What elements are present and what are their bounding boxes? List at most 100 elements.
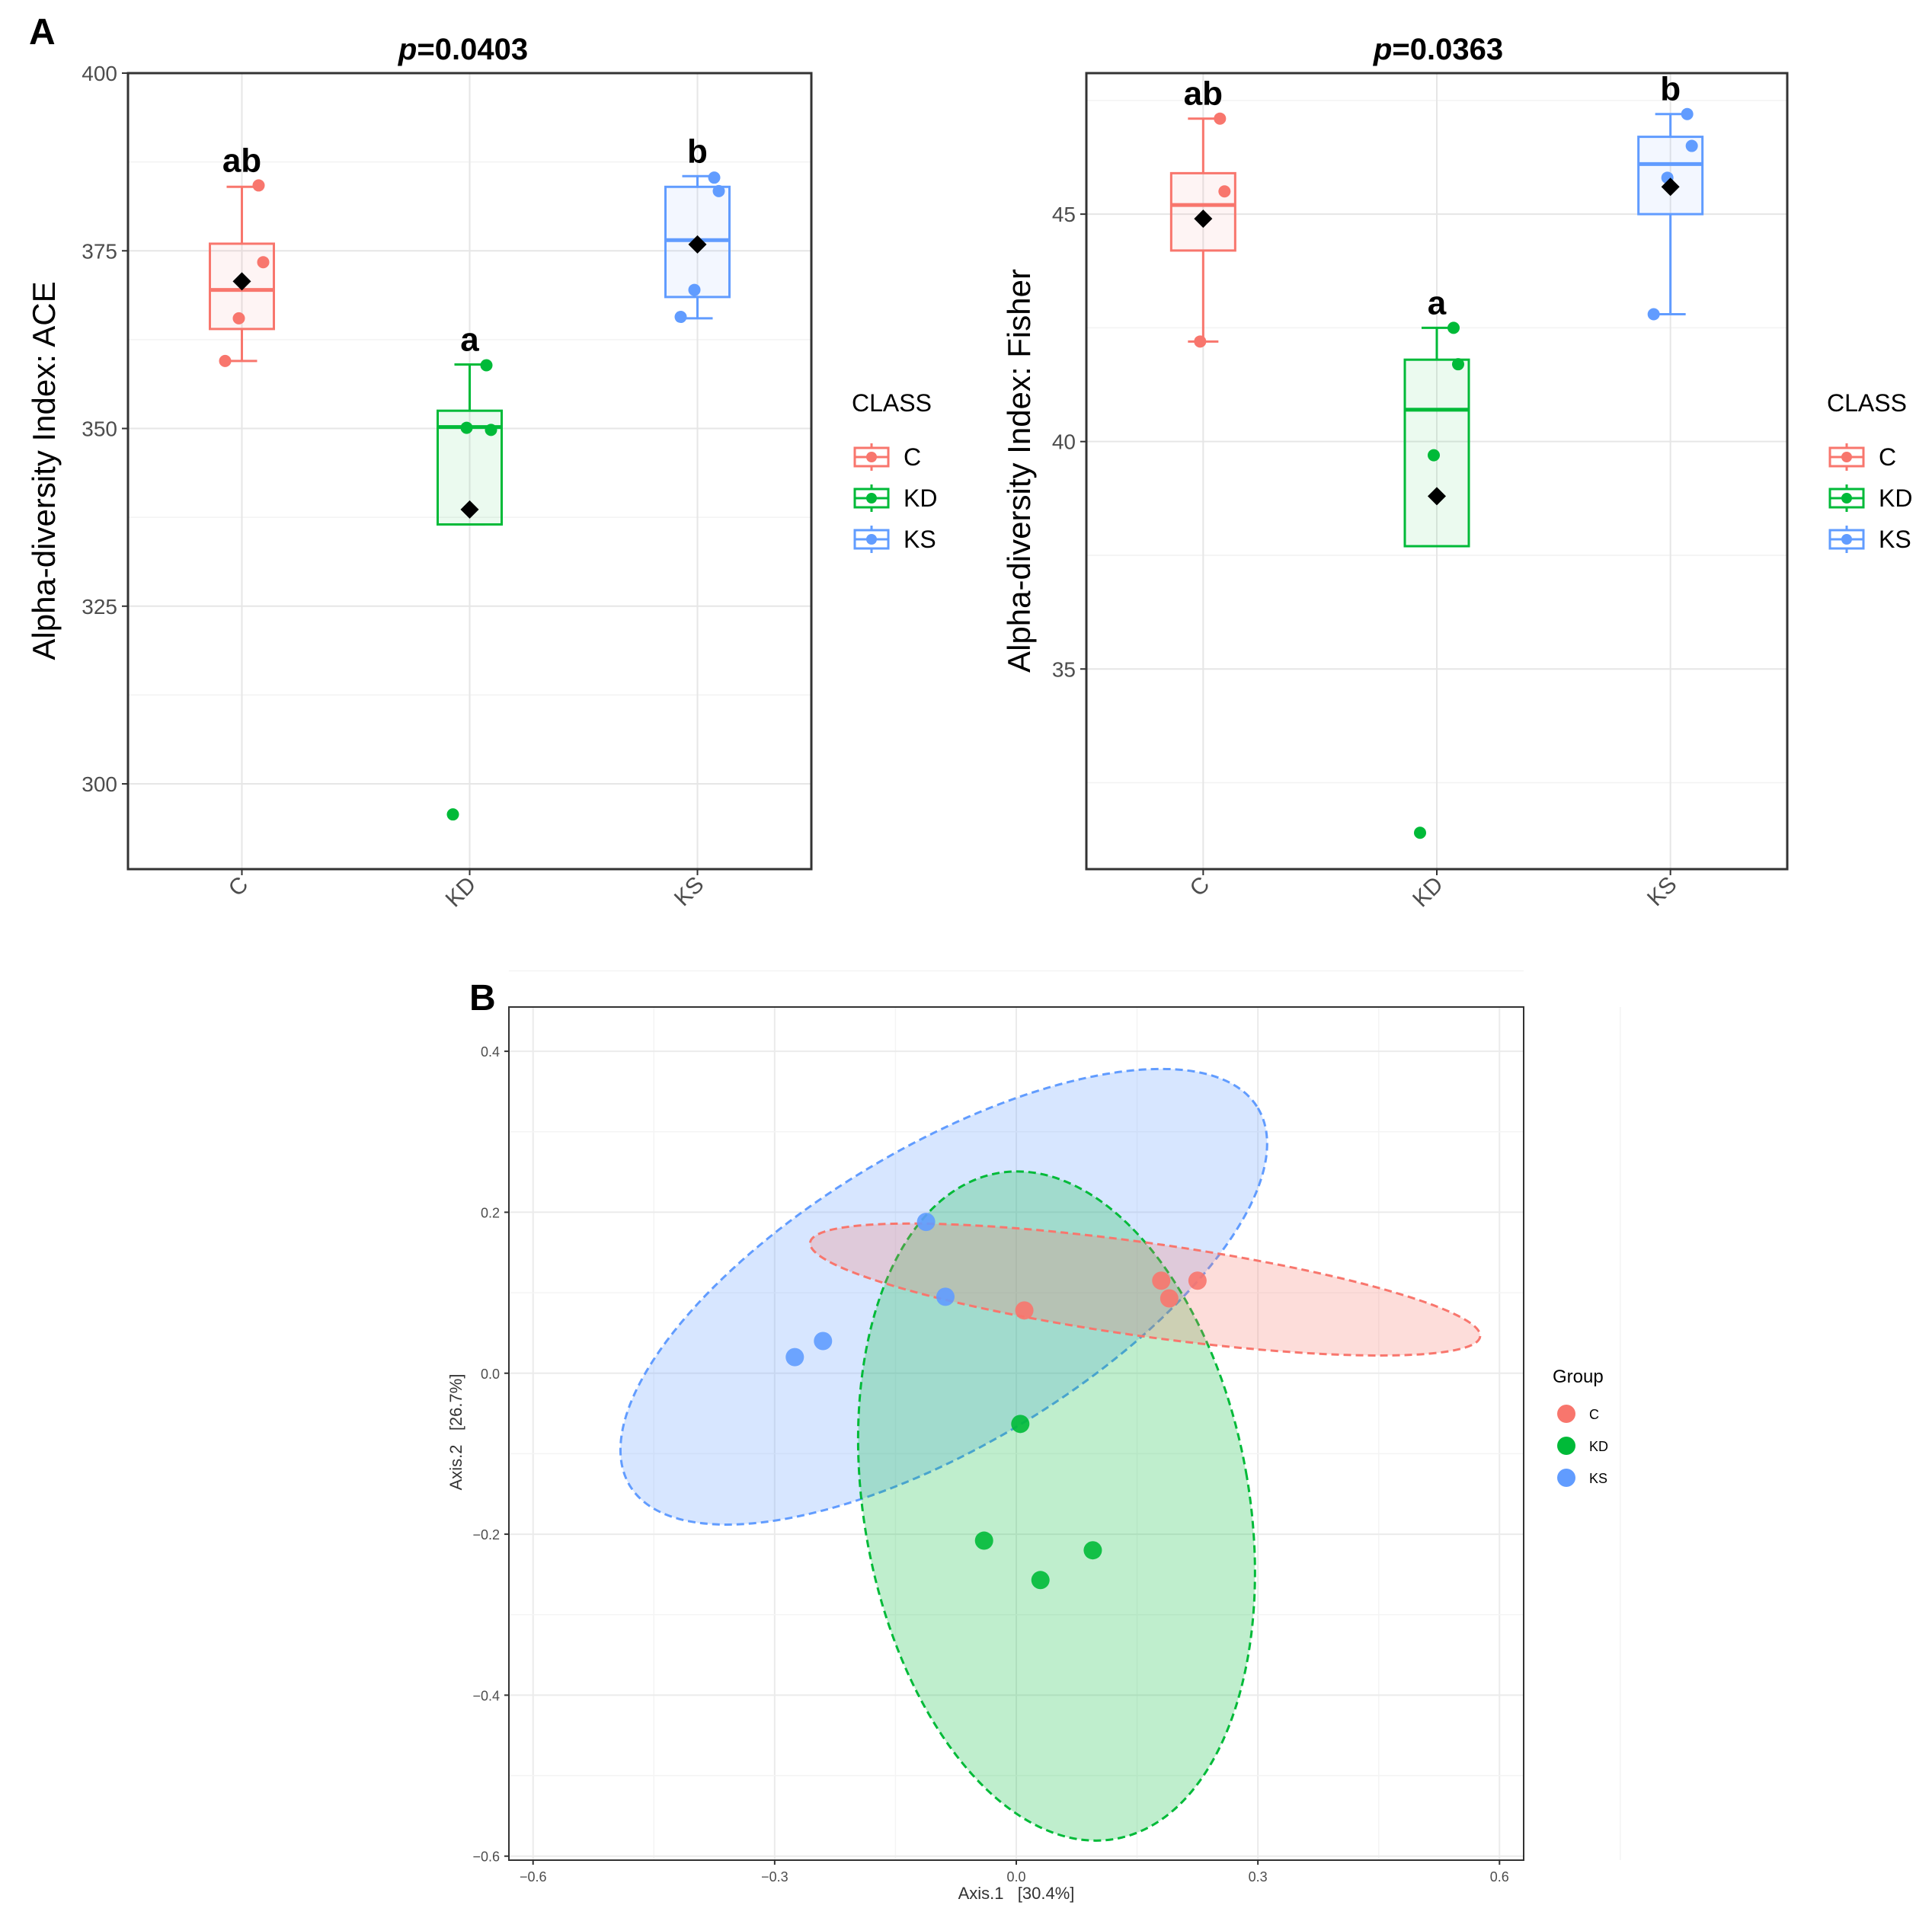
x-tick-label: 0.0 [1006, 1869, 1025, 1885]
data-point [252, 179, 265, 192]
box-group-ks: b [664, 133, 731, 324]
legend-title: Group [1553, 1367, 1604, 1387]
x-tick-label: −0.6 [520, 1869, 547, 1885]
ace-title: p=0.0403 [398, 33, 528, 66]
box-group-c: ab [209, 142, 275, 367]
y-tick-label: 40 [1052, 430, 1076, 454]
mean-marker [460, 500, 479, 519]
significance-letter-kd: a [460, 321, 479, 359]
legend-item-kd: KD [853, 484, 937, 512]
pcoa-y-ticks: −0.6 −0.4 −0.2 0.0 0.2 0.4 [472, 1044, 509, 1865]
box-group-ks: b [1637, 71, 1704, 321]
fisher-title: p=0.0363 [1373, 33, 1503, 66]
legend-key-point [866, 534, 877, 545]
legend-label: KS [1879, 526, 1911, 553]
y-tick-label: 375 [82, 239, 117, 263]
data-point-kd [974, 1531, 993, 1550]
legend-item-c: C [853, 443, 921, 471]
significance-letter-ks: b [1660, 71, 1681, 108]
pcoa-gridlines [509, 970, 1621, 1860]
data-point [1218, 185, 1231, 198]
data-point [1685, 139, 1698, 152]
data-point [1214, 112, 1227, 125]
legend-item-ks: KS [1828, 526, 1911, 553]
pcoa-x-axis-label: Axis.1 [30.4%] [958, 1884, 1075, 1903]
fisher-y-axis-label: Alpha-diversity Index: Fisher [1001, 269, 1037, 673]
data-point [219, 354, 232, 367]
y-tick-label: 0.4 [481, 1044, 500, 1060]
data-point [257, 256, 270, 269]
ace-chart: p=0.0403 Alpha-diversity Index: ACE 3003… [26, 33, 937, 912]
data-point-ks [936, 1287, 955, 1306]
legend-key-point [1557, 1469, 1575, 1487]
significance-letter-c: ab [222, 142, 261, 179]
mean-marker [1661, 177, 1680, 197]
legend-key-point [1557, 1437, 1575, 1455]
legend-title: CLASS [852, 389, 932, 417]
data-point [712, 184, 725, 197]
legend-label: C [1879, 443, 1896, 471]
y-tick-label: −0.4 [472, 1688, 500, 1703]
legend-title: CLASS [1827, 389, 1907, 417]
box-group-c: ab [1169, 75, 1236, 348]
x-tick-label: 0.3 [1249, 1869, 1268, 1885]
pcoa-legend: Group C KD KS [1553, 1367, 1608, 1487]
data-point-kd [1011, 1415, 1030, 1434]
box-group-kd: a [437, 321, 503, 821]
pcoa-points [785, 1213, 1207, 1590]
data-point [1452, 358, 1464, 371]
panel-label-b: B [469, 978, 496, 1018]
y-tick-label: 350 [82, 417, 117, 441]
data-point-kd [1031, 1571, 1050, 1590]
data-point [1194, 335, 1207, 348]
legend-item-c: C [1557, 1405, 1599, 1423]
data-point [674, 311, 687, 324]
legend-label: KD [904, 484, 937, 512]
pcoa-x-ticks: −0.6 −0.3 0.0 0.3 0.6 [520, 1860, 1509, 1885]
data-point-c [1188, 1271, 1207, 1290]
legend-label: C [1589, 1407, 1599, 1422]
data-point-c [1160, 1289, 1179, 1308]
data-point [480, 359, 493, 372]
pcoa-y-axis-label: Axis.2 [26.7%] [446, 1374, 465, 1491]
data-point [232, 312, 245, 324]
y-tick-label: 35 [1052, 657, 1076, 681]
panel-label-a: A [29, 12, 56, 53]
data-point [708, 171, 721, 184]
legend-key-point [1841, 493, 1852, 504]
fisher-chart: p=0.0363 Alpha-diversity Index: Fisher 3… [1001, 33, 1912, 912]
box-group-kd: a [1403, 284, 1470, 839]
mean-marker [1428, 487, 1446, 506]
significance-letter-ks: b [687, 133, 708, 170]
mean-marker [688, 235, 707, 254]
data-point [1647, 308, 1660, 321]
ace-y-ticks: 300 325 350 375 400 [82, 62, 128, 796]
significance-letter-c: ab [1184, 75, 1223, 113]
legend-key-point [866, 452, 877, 462]
legend-item-kd: KD [1557, 1437, 1608, 1455]
x-tick-label: −0.3 [761, 1869, 788, 1885]
data-point-ks [814, 1332, 833, 1351]
y-tick-label: 325 [82, 595, 117, 619]
legend-label: KS [904, 526, 936, 553]
data-point [446, 808, 459, 821]
legend-label: KS [1589, 1471, 1607, 1486]
x-tick-label: 0.6 [1490, 1869, 1509, 1885]
fisher-legend: CLASS C KD KS [1827, 389, 1912, 553]
legend-label: KD [1879, 484, 1912, 512]
mean-marker [232, 272, 251, 291]
y-tick-label: 300 [82, 772, 117, 796]
fisher-y-ticks: 35 40 45 [1052, 203, 1086, 681]
legend-item-c: C [1828, 443, 1896, 471]
pcoa-chart: −0.6−0.4−0.20.00.20.4 −0.6 −0.3 0.0 0.3 0.6 … [446, 970, 1621, 1903]
y-tick-label: 45 [1052, 203, 1076, 226]
data-point-c [1015, 1301, 1034, 1320]
legend-item-kd: KD [1828, 484, 1912, 512]
data-point [460, 421, 473, 434]
legend-label: C [904, 443, 921, 471]
data-point-c [1152, 1271, 1171, 1290]
legend-key-point [866, 493, 877, 504]
